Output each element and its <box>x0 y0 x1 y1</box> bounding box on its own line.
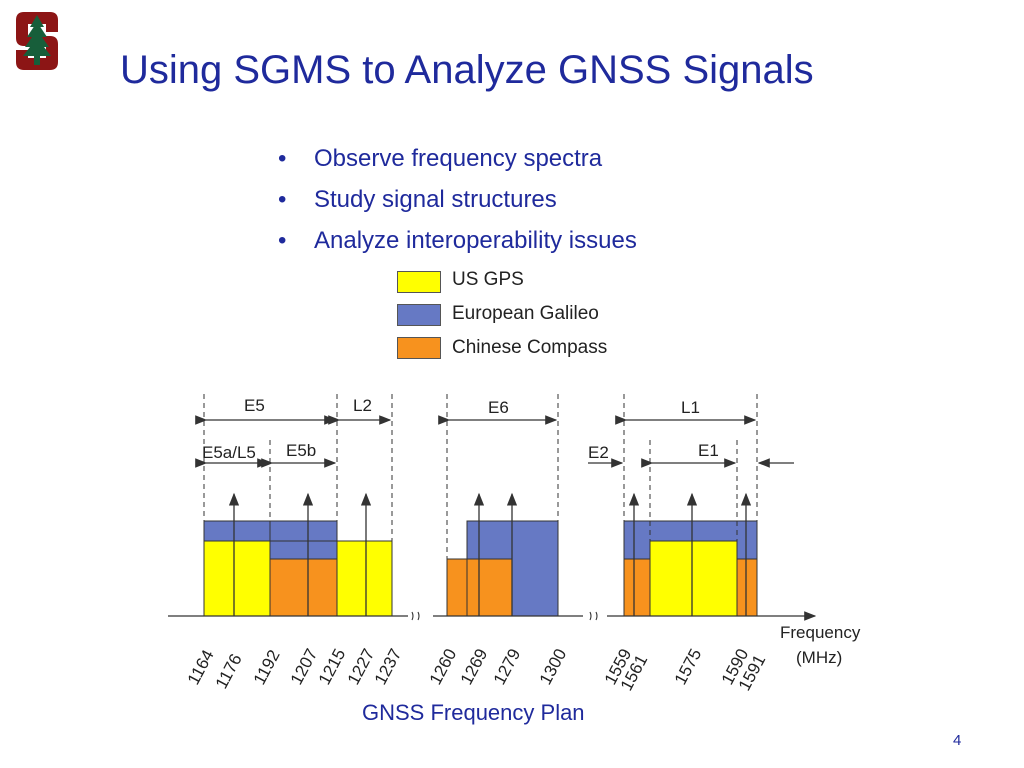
legend-label-compass: Chinese Compass <box>452 337 608 358</box>
compass-block-b2 <box>270 559 337 616</box>
gps-block-l1 <box>650 541 737 616</box>
tick-label: 1279 <box>490 646 525 688</box>
compass-block-e1 <box>737 559 757 616</box>
band-label-l1: L1 <box>681 398 700 417</box>
band-label-e5: E5 <box>244 396 265 415</box>
band-label-e6: E6 <box>488 398 509 417</box>
carrier-arrows <box>228 492 752 616</box>
band-blocks <box>204 521 757 616</box>
tick-label: 1237 <box>371 646 406 688</box>
bullet-item: • Observe frequency spectra <box>278 144 603 172</box>
gps-block-l5 <box>204 541 270 616</box>
band-label-e2: E2 <box>588 443 609 462</box>
guide-lines <box>203 394 758 559</box>
tick-label: 1207 <box>287 646 322 688</box>
legend-swatch-gps <box>397 271 441 293</box>
axis-break-icon <box>411 611 420 621</box>
bullet-item: • Study signal structures <box>278 185 557 213</box>
band-label-e1: E1 <box>698 441 719 460</box>
bullet-item: • Analyze interoperability issues <box>278 226 637 254</box>
tick-label: 1300 <box>536 646 571 688</box>
bullet-text: Study signal structures <box>314 185 557 213</box>
legend-swatch-compass <box>397 337 441 359</box>
tick-label: 1269 <box>457 646 492 688</box>
stanford-tree-logo <box>16 12 58 70</box>
legend-swatch-galileo <box>397 304 441 326</box>
band-labels: E5 L2 E6 L1 E5a/L5 E5b E2 E1 <box>202 396 719 462</box>
tick-label: 1215 <box>315 646 350 688</box>
span-arrows <box>195 415 794 468</box>
band-label-e5b: E5b <box>286 441 316 460</box>
axis-break-icon <box>589 611 598 621</box>
axis-title: Frequency (MHz) <box>780 623 861 667</box>
axis-title-line2: (MHz) <box>796 648 842 667</box>
legend-label-galileo: European Galileo <box>452 303 599 324</box>
frequency-axis <box>168 611 817 621</box>
galileo-block-e5b <box>270 541 337 559</box>
bullet-list: • Observe frequency spectra • Study signal… <box>278 138 637 261</box>
tick-label: 1227 <box>344 646 379 688</box>
figure-caption: GNSS Frequency Plan <box>362 700 585 725</box>
gps-block-l2 <box>337 541 392 616</box>
bullet-text: Analyze interoperability issues <box>314 226 637 254</box>
page-title: Using SGMS to Analyze GNSS Signals <box>120 48 814 92</box>
axis-title-line1: Frequency <box>780 623 861 642</box>
tick-label: 1260 <box>426 646 461 688</box>
compass-block-e2 <box>624 559 650 616</box>
legend-label-gps: US GPS <box>452 269 524 290</box>
page-number: 4 <box>953 732 962 749</box>
band-label-e5a-l5: E5a/L5 <box>202 443 256 462</box>
bullet-text: Observe frequency spectra <box>314 144 603 172</box>
tick-label: 1192 <box>250 647 284 688</box>
tick-label: 1575 <box>671 646 706 688</box>
tick-labels: 1164 1176 1192 1207 1215 1227 1237 1260 … <box>184 646 770 694</box>
band-label-l2: L2 <box>353 396 372 415</box>
tree-icon <box>23 15 51 65</box>
